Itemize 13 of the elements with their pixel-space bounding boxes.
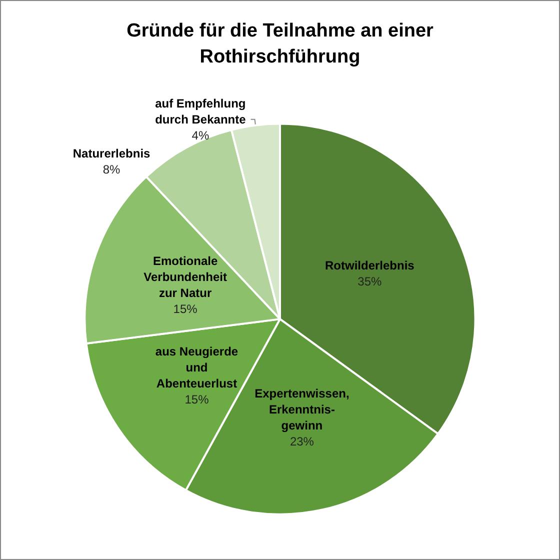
chart-title: Gründe für die Teilnahme an einer Rothirschführung [126, 20, 434, 68]
data-label: 35% [358, 274, 382, 288]
slice-label: Emotionale Verbundenheit zur Natur [144, 254, 227, 300]
slice-label: Naturerlebnis [72, 146, 151, 160]
data-label: 4% [192, 128, 210, 142]
data-label: 23% [290, 434, 314, 448]
slice-label: Rotwilderlebnis [325, 258, 415, 272]
data-label: 15% [184, 392, 210, 407]
data-label: 15% [173, 302, 198, 316]
data-label: 8% [102, 162, 121, 176]
slice-label: Expertenwissen, Erkenntnis- gewinn [254, 386, 350, 432]
slice-label: auf Empfehlung durch Bekannte [155, 96, 246, 126]
slice-label: aus Neugierde und Abenteuerlust [155, 344, 238, 391]
